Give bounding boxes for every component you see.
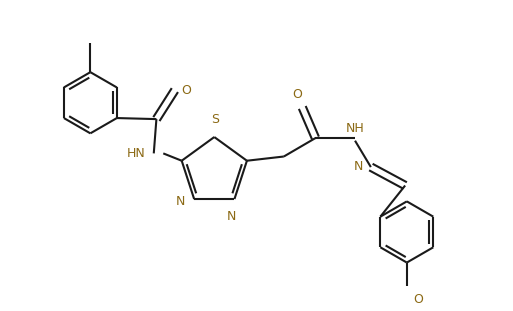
Text: N: N: [175, 195, 185, 208]
Text: N: N: [227, 210, 236, 223]
Text: O: O: [292, 88, 302, 101]
Text: HN: HN: [127, 147, 146, 160]
Text: N: N: [353, 160, 363, 173]
Text: O: O: [413, 293, 423, 306]
Text: S: S: [211, 114, 220, 127]
Text: O: O: [181, 84, 191, 97]
Text: NH: NH: [346, 123, 364, 135]
